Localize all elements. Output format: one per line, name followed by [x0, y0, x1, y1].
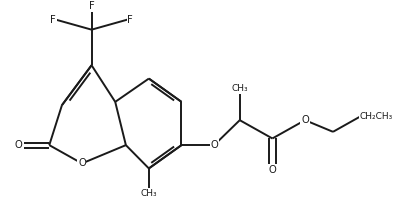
Text: CH₂CH₃: CH₂CH₃ [360, 112, 393, 121]
Text: O: O [78, 158, 86, 169]
Text: CH₃: CH₃ [141, 189, 157, 198]
Text: F: F [50, 15, 56, 25]
Text: O: O [301, 115, 309, 125]
Text: O: O [269, 165, 276, 175]
Text: O: O [210, 140, 218, 150]
Text: CH₃: CH₃ [231, 84, 248, 93]
Text: F: F [89, 1, 95, 11]
Text: F: F [127, 15, 133, 25]
Text: O: O [15, 140, 22, 150]
